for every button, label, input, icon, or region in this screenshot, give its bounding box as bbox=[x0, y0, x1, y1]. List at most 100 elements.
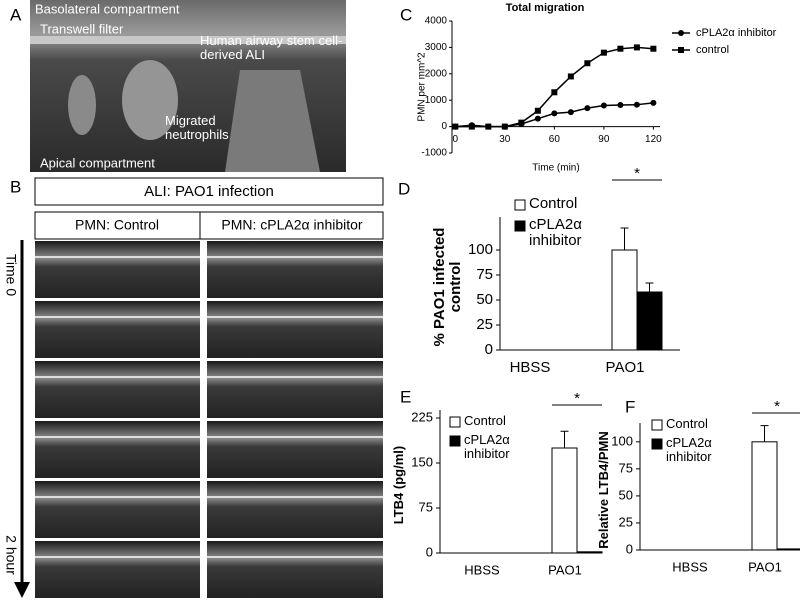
image-strip bbox=[35, 421, 200, 478]
point bbox=[518, 119, 525, 126]
legend-label: cPLA2α inhibitor bbox=[666, 436, 712, 464]
panel-letter: E bbox=[400, 387, 411, 406]
filter-band bbox=[30, 36, 346, 44]
time-label: Time 0 bbox=[3, 254, 19, 296]
y-tick-label: 3000 bbox=[425, 42, 448, 53]
error-bar bbox=[645, 282, 654, 292]
y-axis-label-box: LTB4 (pg/ml) bbox=[392, 446, 406, 524]
x-tick-label: HBSS bbox=[510, 359, 551, 376]
panel-letter: B bbox=[10, 177, 21, 196]
y-tick-label: 0 bbox=[485, 341, 493, 358]
image-label: Transwell filter bbox=[40, 21, 124, 36]
image-strip bbox=[207, 481, 383, 538]
image-strip bbox=[35, 481, 200, 538]
point bbox=[485, 123, 492, 130]
image-strip bbox=[207, 421, 383, 478]
y-axis-label-box: % PAO1 infected control bbox=[432, 227, 464, 347]
y-tick-label: 50 bbox=[619, 487, 633, 502]
annotation: * bbox=[574, 390, 580, 407]
point bbox=[600, 49, 607, 56]
point bbox=[600, 102, 607, 109]
image-label: Apical compartment bbox=[40, 155, 155, 170]
column-header-box bbox=[34, 211, 384, 240]
header-box bbox=[34, 177, 384, 206]
x-tick-label: 30 bbox=[499, 134, 511, 145]
point bbox=[567, 109, 574, 116]
image-strip bbox=[207, 301, 383, 358]
y-axis-label: % PAO1 infected control bbox=[432, 227, 464, 347]
y-tick-label: -1000 bbox=[421, 148, 447, 159]
point bbox=[650, 45, 657, 52]
annotation: * bbox=[634, 165, 640, 182]
x-tick-label: PAO1 bbox=[548, 562, 582, 577]
y-tick-label: 0 bbox=[441, 121, 447, 132]
point bbox=[584, 105, 591, 112]
image-strip bbox=[207, 541, 383, 598]
chart-title: Total migration bbox=[506, 2, 585, 14]
bar bbox=[576, 551, 603, 554]
legend-swatch bbox=[449, 416, 461, 428]
bar bbox=[776, 548, 800, 551]
legend-swatch bbox=[651, 419, 663, 431]
x-axis-label: Time (min) bbox=[532, 163, 579, 174]
legend-label: control bbox=[696, 44, 729, 56]
arrow-head bbox=[14, 582, 30, 598]
point bbox=[567, 73, 574, 80]
legend-swatch bbox=[449, 435, 461, 447]
legend-label: Control bbox=[529, 196, 578, 212]
y-tick-label: 0 bbox=[626, 541, 633, 556]
x-tick-label: 120 bbox=[645, 134, 662, 145]
panel-letter: D bbox=[398, 179, 410, 198]
y-axis-label: Relative LTB4/PMN bbox=[597, 431, 611, 549]
legend-label: cPLA2α inhibitor bbox=[464, 433, 510, 461]
point bbox=[617, 45, 624, 52]
point bbox=[633, 101, 640, 108]
x-tick-label: 60 bbox=[549, 134, 561, 145]
point bbox=[584, 60, 591, 67]
legend-marker bbox=[678, 47, 684, 53]
panel-letter: C bbox=[400, 5, 412, 24]
y-tick-label: 75 bbox=[419, 499, 433, 514]
x-tick-label: HBSS bbox=[672, 559, 708, 574]
legend-label-box: Control bbox=[666, 417, 708, 430]
image-strip bbox=[207, 361, 383, 418]
point bbox=[551, 110, 558, 117]
column-header: PMN: Control bbox=[75, 217, 159, 233]
image-strip bbox=[35, 541, 200, 598]
y-tick-label: 1000 bbox=[425, 95, 448, 106]
image-label: Migrated neutrophils bbox=[165, 114, 229, 142]
point bbox=[633, 44, 640, 51]
image-label-box: Human airway stem cell- derived ALI bbox=[200, 34, 343, 62]
time-label: 2 hour bbox=[3, 535, 19, 575]
image-strips bbox=[35, 241, 383, 598]
image-label: Human airway stem cell- derived ALI bbox=[200, 34, 343, 62]
y-axis-label: PMN per mm^2 bbox=[417, 52, 428, 122]
y-tick-label: 50 bbox=[476, 291, 493, 308]
legend-swatch bbox=[514, 220, 526, 232]
point bbox=[534, 107, 541, 114]
point bbox=[617, 101, 624, 108]
image-label: Basolateral compartment bbox=[35, 1, 180, 16]
neutrophil-cluster bbox=[68, 75, 96, 135]
legend-label: Control bbox=[464, 414, 506, 429]
image-strip bbox=[207, 241, 383, 298]
y-tick-label: 100 bbox=[468, 241, 493, 258]
point bbox=[468, 123, 475, 130]
point bbox=[551, 89, 558, 96]
legend-label-box: Control bbox=[464, 414, 506, 429]
bar bbox=[751, 441, 778, 551]
y-axis-label-box: Relative LTB4/PMN bbox=[597, 431, 611, 549]
x-tick-label: PAO1 bbox=[606, 359, 645, 376]
point bbox=[452, 123, 459, 130]
y-tick-label: 4000 bbox=[425, 16, 448, 27]
legend-label-box: Control bbox=[529, 196, 578, 212]
y-tick-label: 25 bbox=[619, 514, 633, 529]
legend-swatch bbox=[651, 438, 663, 450]
column-header: PMN: cPLA2α inhibitor bbox=[221, 217, 362, 233]
image-label-box: Migrated neutrophils bbox=[165, 114, 229, 142]
y-tick-label: 75 bbox=[476, 266, 493, 283]
legend-label: cPLA2α inhibitor bbox=[529, 217, 582, 249]
error-bar bbox=[560, 430, 569, 448]
error-bar bbox=[620, 227, 629, 250]
